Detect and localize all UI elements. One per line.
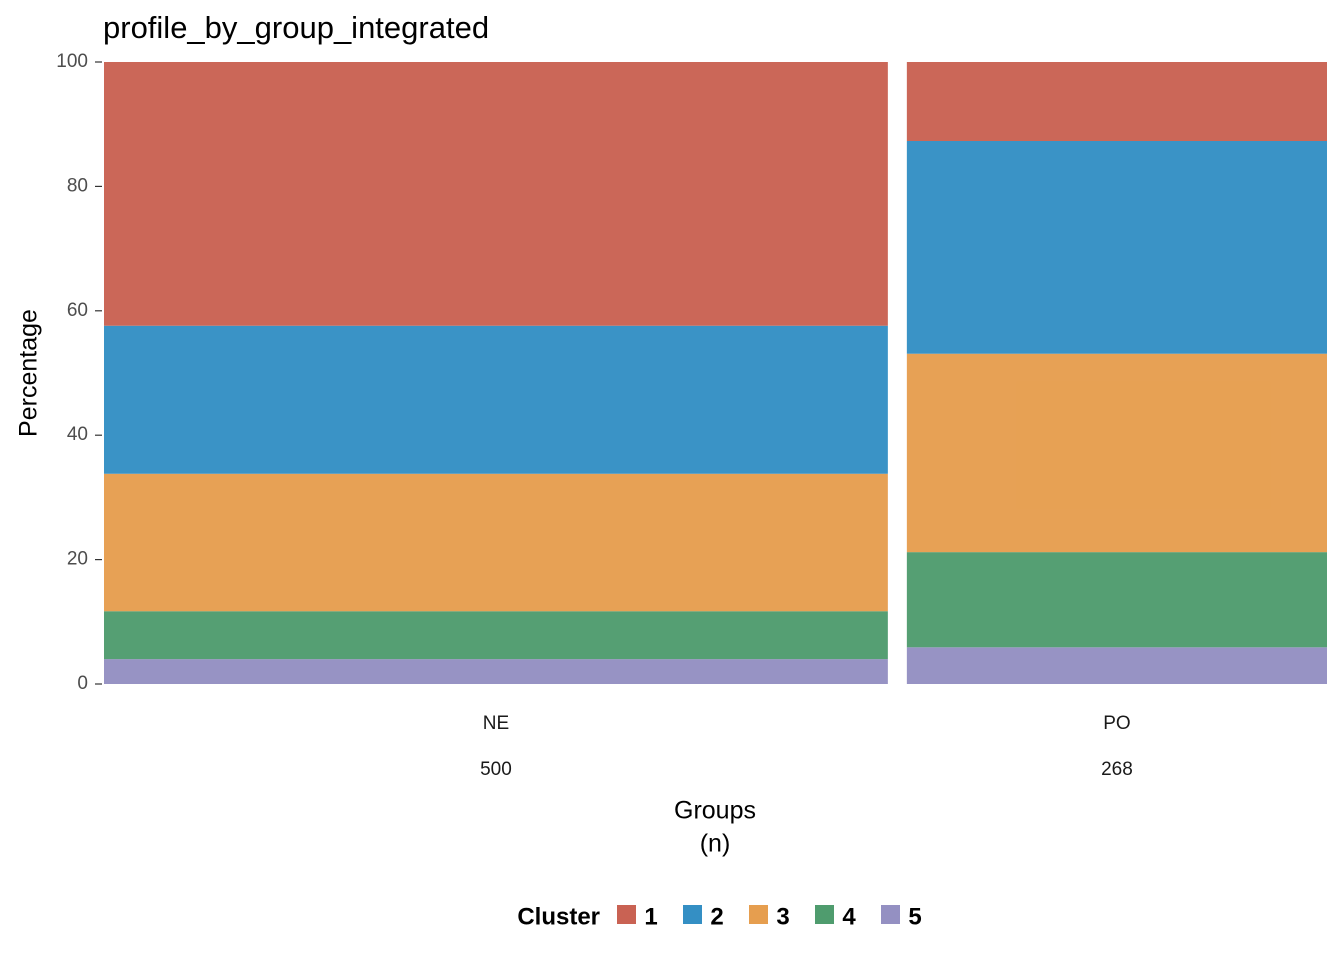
legend-label: 1: [644, 903, 657, 930]
x-axis-title: (n): [700, 830, 731, 858]
x-axis-title: Groups: [674, 797, 756, 825]
y-tick-label: 80: [67, 175, 88, 196]
x-tick-label: PO: [1103, 713, 1130, 734]
legend-label: 2: [710, 903, 723, 930]
bar-segment: [906, 647, 1327, 684]
y-tick-label: 20: [67, 549, 88, 570]
legend-swatch: [881, 905, 900, 924]
group-n-label: 500: [480, 759, 512, 780]
y-tick-label: 60: [67, 300, 88, 321]
y-tick-label: 40: [67, 424, 88, 445]
bar-segment: [104, 325, 888, 474]
bar-segment: [906, 552, 1327, 648]
bar-segment: [906, 353, 1327, 553]
group-n-label: 268: [1101, 759, 1133, 780]
legend-swatch: [815, 905, 834, 924]
bar-segment: [906, 62, 1327, 141]
legend-swatch: [683, 905, 702, 924]
legend-label: 5: [908, 903, 921, 930]
bar-segment: [104, 62, 888, 326]
y-tick-label: 0: [77, 673, 88, 694]
bar-segment: [104, 659, 888, 684]
x-tick-label: NE: [483, 713, 509, 734]
bar-segment: [906, 140, 1327, 354]
legend-title: Cluster: [517, 903, 600, 930]
bar-segment: [104, 611, 888, 660]
legend-swatch: [617, 905, 636, 924]
legend-swatch: [749, 905, 768, 924]
bar-segment: [104, 473, 888, 612]
y-axis-title: Percentage: [15, 309, 43, 437]
y-tick-label: 100: [56, 51, 88, 72]
legend-label: 4: [842, 903, 856, 930]
chart-title: profile_by_group_integrated: [103, 10, 489, 45]
legend-label: 3: [776, 903, 789, 930]
